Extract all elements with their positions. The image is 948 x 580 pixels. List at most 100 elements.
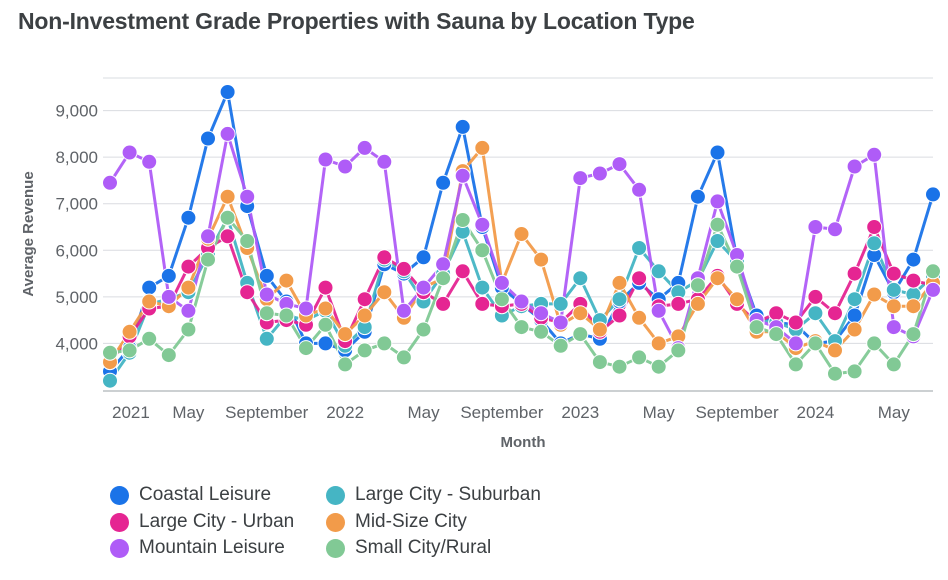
data-point — [807, 219, 824, 235]
data-point — [317, 300, 334, 317]
data-point — [689, 188, 706, 205]
data-point — [533, 323, 550, 340]
legend-item[interactable]: Small City/Rural — [326, 537, 491, 559]
data-point — [395, 302, 412, 319]
data-point — [219, 84, 236, 100]
data-point — [454, 263, 471, 280]
data-point — [376, 249, 393, 266]
data-point — [415, 279, 432, 296]
legend-swatch — [326, 538, 345, 558]
data-point — [709, 233, 726, 249]
data-point — [846, 291, 863, 308]
data-point — [905, 298, 922, 315]
data-point — [885, 281, 902, 298]
data-point — [239, 233, 256, 249]
data-point — [180, 279, 197, 296]
data-point — [631, 349, 648, 366]
data-point — [866, 286, 883, 303]
data-point — [160, 288, 177, 305]
data-point — [846, 265, 863, 282]
data-point — [729, 258, 745, 275]
data-point — [650, 263, 667, 280]
data-point — [493, 291, 510, 308]
data-point — [709, 144, 726, 161]
data-point — [435, 295, 452, 312]
x-tick-label: 2022 — [326, 403, 364, 422]
data-point — [160, 347, 177, 364]
data-point — [219, 188, 236, 205]
x-tick-label: 2021 — [112, 403, 150, 422]
data-point — [689, 277, 706, 294]
data-point — [102, 372, 118, 389]
data-point — [885, 356, 902, 373]
data-point — [356, 307, 373, 324]
data-point — [670, 342, 687, 359]
legend-label: Mountain Leisure — [139, 537, 285, 558]
data-point — [533, 251, 550, 268]
data-point — [572, 305, 589, 322]
data-point — [631, 181, 648, 198]
data-point — [827, 221, 843, 238]
data-point — [846, 307, 863, 324]
data-point — [572, 270, 589, 287]
data-point — [415, 321, 432, 338]
legend-swatch — [326, 485, 345, 505]
data-point — [435, 270, 452, 287]
data-point — [258, 305, 275, 322]
data-point — [435, 174, 452, 191]
data-point — [258, 286, 275, 303]
legend-label: Coastal Leisure — [139, 484, 272, 505]
data-point — [356, 139, 373, 156]
data-point — [513, 293, 530, 310]
x-tick-label: September — [460, 403, 543, 422]
data-point — [807, 335, 824, 352]
data-point — [180, 258, 197, 275]
data-point — [180, 302, 197, 319]
data-point — [827, 342, 843, 359]
x-tick-label: 2024 — [797, 403, 835, 422]
legend-label: Large City - Suburban — [355, 484, 541, 505]
data-point — [513, 226, 530, 242]
legend-item[interactable]: Mid-Size City — [326, 511, 467, 533]
data-point — [827, 365, 843, 382]
y-tick-label: 8,000 — [55, 148, 98, 167]
x-tick-label: May — [643, 403, 676, 422]
data-point — [631, 270, 648, 287]
data-point — [709, 216, 726, 233]
data-point — [846, 158, 863, 175]
data-point — [787, 314, 804, 331]
legend-item[interactable]: Mountain Leisure — [110, 537, 285, 559]
data-point — [827, 305, 843, 322]
data-point — [141, 330, 158, 347]
x-tick-label: September — [695, 403, 778, 422]
data-point — [787, 335, 804, 352]
legend-swatch — [326, 512, 345, 532]
data-point — [239, 284, 256, 301]
data-point — [591, 165, 608, 182]
data-point — [376, 335, 393, 352]
data-point — [807, 305, 824, 322]
data-point — [650, 302, 667, 319]
legend-swatch — [110, 485, 129, 505]
data-point — [415, 249, 432, 266]
y-tick-label: 6,000 — [55, 241, 98, 260]
data-point — [768, 326, 785, 343]
legend-item[interactable]: Large City - Urban — [110, 511, 294, 533]
data-point — [611, 156, 628, 173]
data-point — [709, 193, 726, 210]
data-point — [905, 326, 922, 343]
data-point — [631, 240, 648, 256]
data-point — [787, 356, 804, 373]
data-point — [650, 358, 667, 375]
data-point — [552, 337, 569, 354]
data-point — [905, 251, 922, 268]
legend-swatch — [110, 538, 129, 558]
data-point — [317, 151, 334, 168]
data-point — [925, 281, 941, 298]
legend-item[interactable]: Large City - Suburban — [326, 484, 541, 506]
legend-item[interactable]: Coastal Leisure — [110, 484, 271, 506]
data-point — [846, 363, 863, 380]
data-point — [611, 307, 628, 324]
data-point — [298, 340, 314, 357]
data-point — [317, 316, 334, 333]
